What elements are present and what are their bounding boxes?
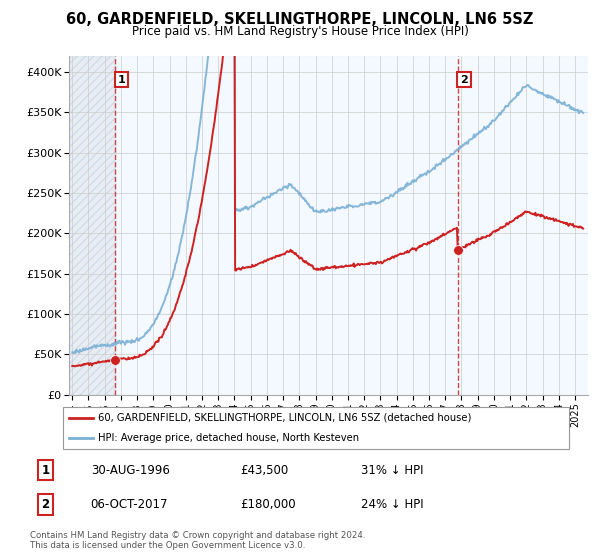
Text: 06-OCT-2017: 06-OCT-2017 bbox=[91, 498, 168, 511]
Text: 1: 1 bbox=[118, 74, 125, 85]
Text: £43,500: £43,500 bbox=[240, 464, 288, 477]
Text: HPI: Average price, detached house, North Kesteven: HPI: Average price, detached house, Nort… bbox=[98, 433, 359, 443]
Bar bbox=[69, 56, 115, 395]
Text: £180,000: £180,000 bbox=[240, 498, 295, 511]
Text: 1: 1 bbox=[41, 464, 50, 477]
Text: 24% ↓ HPI: 24% ↓ HPI bbox=[361, 498, 424, 511]
Text: 2: 2 bbox=[460, 74, 468, 85]
Text: 2: 2 bbox=[41, 498, 50, 511]
Text: Contains HM Land Registry data © Crown copyright and database right 2024.
This d: Contains HM Land Registry data © Crown c… bbox=[30, 531, 365, 550]
Text: 30-AUG-1996: 30-AUG-1996 bbox=[91, 464, 170, 477]
Text: 60, GARDENFIELD, SKELLINGTHORPE, LINCOLN, LN6 5SZ (detached house): 60, GARDENFIELD, SKELLINGTHORPE, LINCOLN… bbox=[98, 413, 472, 423]
Text: 31% ↓ HPI: 31% ↓ HPI bbox=[361, 464, 424, 477]
Text: 60, GARDENFIELD, SKELLINGTHORPE, LINCOLN, LN6 5SZ: 60, GARDENFIELD, SKELLINGTHORPE, LINCOLN… bbox=[67, 12, 533, 27]
FancyBboxPatch shape bbox=[62, 407, 569, 449]
Bar bbox=[115, 56, 588, 395]
Text: Price paid vs. HM Land Registry's House Price Index (HPI): Price paid vs. HM Land Registry's House … bbox=[131, 25, 469, 38]
Bar bbox=[69, 56, 115, 395]
